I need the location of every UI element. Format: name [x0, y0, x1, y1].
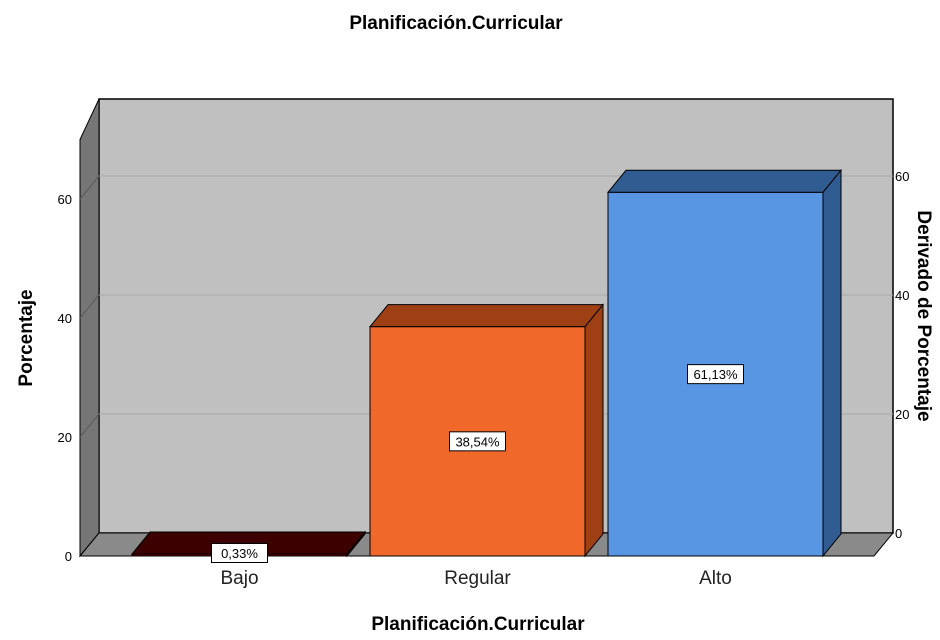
category-label: Alto	[699, 568, 732, 589]
y-axis-ticks: 0 20 40 60	[58, 192, 72, 564]
y-tick-label: 20	[58, 430, 72, 445]
data-label: 0,33%	[212, 544, 268, 563]
side-wall	[80, 99, 99, 556]
bar-regular	[370, 305, 603, 556]
y-tick-label: 0	[65, 549, 72, 564]
data-label: 38,54%	[450, 432, 506, 451]
category-label: Bajo	[220, 568, 258, 589]
bar-alto	[608, 170, 841, 556]
chart-title: Planificación.Curricular	[349, 13, 563, 34]
y2-tick-label: 20	[895, 407, 909, 422]
x-axis-title: Planificación.Curricular	[371, 614, 585, 635]
data-label-text: 61,13%	[693, 367, 738, 382]
bar-top	[370, 305, 603, 327]
y2-tick-label: 40	[895, 288, 909, 303]
y-tick-label: 40	[58, 311, 72, 326]
category-labels: Bajo Regular Alto	[220, 568, 731, 589]
data-label-text: 0,33%	[221, 546, 258, 561]
y2-axis-ticks: 0 20 40 60	[895, 169, 909, 541]
y2-tick-label: 0	[895, 526, 902, 541]
bar-side	[585, 305, 603, 556]
y-tick-label: 60	[58, 192, 72, 207]
y2-tick-label: 60	[895, 169, 909, 184]
data-label-text: 38,54%	[455, 434, 500, 449]
bar-side	[823, 170, 841, 556]
y2-axis-title: Derivado de Porcentaje	[913, 210, 934, 421]
data-label: 61,13%	[688, 365, 744, 384]
category-label: Regular	[444, 568, 511, 589]
y-axis-title: Porcentaje	[16, 289, 37, 386]
bar-top	[608, 170, 841, 192]
